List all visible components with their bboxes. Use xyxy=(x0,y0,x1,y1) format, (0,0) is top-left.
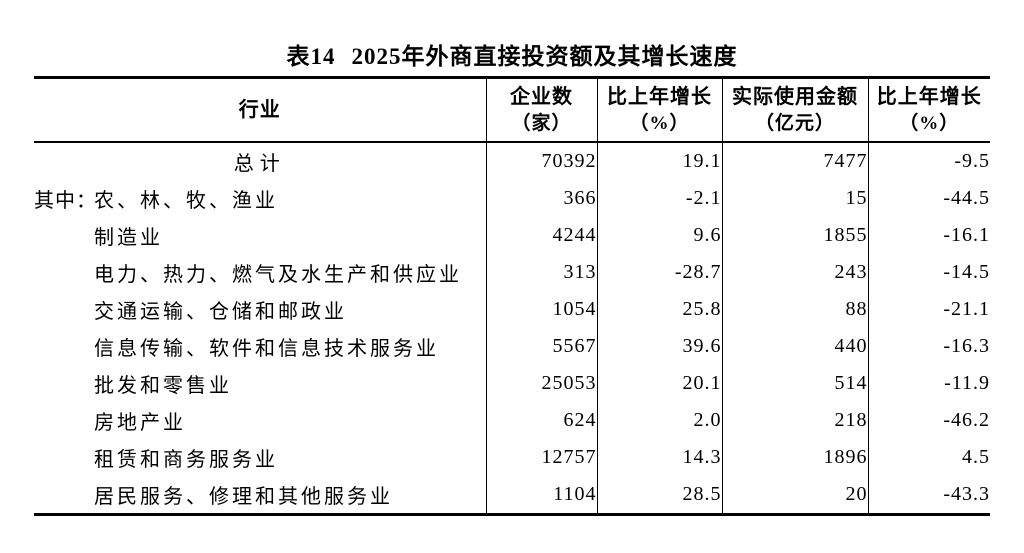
industry-prefix: 其中： xyxy=(34,190,97,212)
industry-label: 交通运输、仓储和邮政业 xyxy=(94,301,347,323)
industry-label: 农、林、牧、渔业 xyxy=(94,190,278,212)
cell-enterprises: 5567 xyxy=(486,328,598,365)
cell-enterprises-growth: 20.1 xyxy=(597,365,723,402)
cell-industry: 总计 xyxy=(34,142,487,180)
col-header-industry: 行业 xyxy=(34,77,487,143)
table-row: 居民服务、修理和其他服务业 1104 28.5 20 -43.3 xyxy=(34,476,990,515)
cell-industry: 房地产业 xyxy=(34,402,487,439)
industry-label: 制造业 xyxy=(94,227,163,249)
cell-amount: 243 xyxy=(722,254,869,291)
industry-label: 租赁和商务服务业 xyxy=(94,449,278,471)
table-row: 批发和零售业 25053 20.1 514 -11.9 xyxy=(34,365,990,402)
cell-enterprises-growth: 39.6 xyxy=(597,328,723,365)
industry-label: 电力、热力、燃气及水生产和供应业 xyxy=(94,264,462,286)
cell-amount-growth: 4.5 xyxy=(962,446,990,468)
cell-industry: 租赁和商务服务业 xyxy=(34,439,487,476)
cell-amount: 1855 xyxy=(722,217,869,254)
cell-enterprises-growth: 28.5 xyxy=(597,476,723,515)
cell-amount: 15 xyxy=(722,180,869,217)
cell-enterprises: 70392 xyxy=(486,142,598,180)
cell-amount: 7477 xyxy=(722,142,869,180)
table-row: 制造业 4244 9.6 1855 -16.1 xyxy=(34,217,990,254)
cell-industry: 信息传输、软件和信息技术服务业 xyxy=(34,328,487,365)
cell-amount-growth: -16.1 xyxy=(943,224,990,246)
table-header: 行业 企业数 （家） 比上年增长 （%） 实际使用金额 （亿元） 比上年增长 （… xyxy=(34,77,990,143)
col-header-amount-growth-unit: （%） xyxy=(899,113,960,134)
cell-industry: 其中：农、林、牧、渔业 xyxy=(34,180,487,217)
cell-enterprises: 12757 xyxy=(486,439,598,476)
cell-industry: 批发和零售业 xyxy=(34,365,487,402)
fdi-table: 行业 企业数 （家） 比上年增长 （%） 实际使用金额 （亿元） 比上年增长 （… xyxy=(34,76,990,516)
cell-enterprises: 1104 xyxy=(486,476,598,515)
cell-amount-growth: -14.5 xyxy=(943,261,990,283)
col-header-enterprises: 企业数 （家） xyxy=(486,77,598,143)
table-title-text: 2025年外商直接投资额及其增长速度 xyxy=(351,44,738,69)
col-header-amount-unit: （亿元） xyxy=(754,113,835,134)
table-row: 电力、热力、燃气及水生产和供应业 313 -28.7 243 -14.5 xyxy=(34,254,990,291)
industry-label: 信息传输、软件和信息技术服务业 xyxy=(94,338,439,360)
table-number: 表14 xyxy=(286,44,336,69)
col-header-enterprises-label: 企业数 xyxy=(510,86,573,108)
cell-enterprises: 4244 xyxy=(486,217,598,254)
col-header-amount-growth-label: 比上年增长 xyxy=(876,86,982,108)
cell-amount: 1896 xyxy=(722,439,869,476)
cell-amount: 514 xyxy=(722,365,869,402)
industry-label: 批发和零售业 xyxy=(94,375,232,397)
col-header-amount-growth: 比上年增长 （%） xyxy=(868,77,990,143)
col-header-enterprises-growth: 比上年增长 （%） xyxy=(597,77,723,143)
table-row: 其中：农、林、牧、渔业 366 -2.1 15 -44.5 xyxy=(34,180,990,217)
cell-enterprises-growth: 25.8 xyxy=(597,291,723,328)
cell-industry: 制造业 xyxy=(34,217,487,254)
cell-amount: 218 xyxy=(722,402,869,439)
cell-amount-growth: -46.2 xyxy=(943,409,990,431)
col-header-amount-label: 实际使用金额 xyxy=(732,86,858,108)
cell-enterprises-growth: 2.0 xyxy=(597,402,723,439)
table-row: 房地产业 624 2.0 218 -46.2 xyxy=(34,402,990,439)
cell-amount: 440 xyxy=(722,328,869,365)
col-header-industry-label: 行业 xyxy=(238,98,281,121)
cell-amount-growth: -9.5 xyxy=(954,150,990,172)
cell-industry: 电力、热力、燃气及水生产和供应业 xyxy=(34,254,487,291)
cell-industry: 居民服务、修理和其他服务业 xyxy=(34,476,487,515)
cell-industry: 交通运输、仓储和邮政业 xyxy=(34,291,487,328)
col-header-enterprises-unit: （家） xyxy=(511,113,572,134)
cell-amount-growth: -44.5 xyxy=(943,187,990,209)
industry-label: 居民服务、修理和其他服务业 xyxy=(94,486,393,508)
cell-amount-growth: -43.3 xyxy=(943,483,990,505)
col-header-enterprises-growth-unit: （%） xyxy=(629,113,690,134)
col-header-enterprises-growth-label: 比上年增长 xyxy=(607,86,712,108)
cell-enterprises: 366 xyxy=(486,180,598,217)
header-row: 行业 企业数 （家） 比上年增长 （%） 实际使用金额 （亿元） 比上年增长 （… xyxy=(34,77,990,143)
cell-enterprises: 1054 xyxy=(486,291,598,328)
cell-amount: 20 xyxy=(722,476,869,515)
industry-label: 总计 xyxy=(233,153,286,175)
cell-amount-growth: -11.9 xyxy=(944,372,990,394)
table-title: 表14 2025年外商直接投资额及其增长速度 xyxy=(0,37,1024,71)
cell-amount-growth: -21.1 xyxy=(943,298,990,320)
cell-enterprises: 624 xyxy=(486,402,598,439)
cell-enterprises-growth: 9.6 xyxy=(597,217,723,254)
col-header-amount: 实际使用金额 （亿元） xyxy=(722,77,869,143)
table-row-total: 总计 70392 19.1 7477 -9.5 xyxy=(34,142,990,180)
table-row: 租赁和商务服务业 12757 14.3 1896 4.5 xyxy=(34,439,990,476)
industry-label: 房地产业 xyxy=(94,412,186,434)
cell-enterprises-growth: 14.3 xyxy=(597,439,723,476)
cell-enterprises: 313 xyxy=(486,254,598,291)
table-row: 交通运输、仓储和邮政业 1054 25.8 88 -21.1 xyxy=(34,291,990,328)
table-row: 信息传输、软件和信息技术服务业 5567 39.6 440 -16.3 xyxy=(34,328,990,365)
cell-enterprises-growth: -28.7 xyxy=(597,254,723,291)
cell-amount: 88 xyxy=(722,291,869,328)
cell-amount-growth: -16.3 xyxy=(943,335,990,357)
table-body: 总计 70392 19.1 7477 -9.5 其中：农、林、牧、渔业 366 … xyxy=(34,142,990,515)
cell-enterprises-growth: 19.1 xyxy=(597,142,723,180)
cell-enterprises: 25053 xyxy=(486,365,598,402)
cell-enterprises-growth: -2.1 xyxy=(597,180,723,217)
